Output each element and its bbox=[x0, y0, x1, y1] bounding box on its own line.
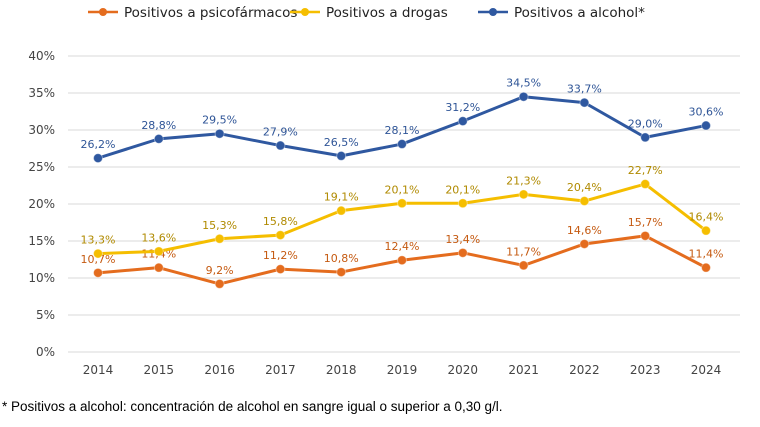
data-label: 11,2% bbox=[263, 249, 298, 262]
y-tick-label: 15% bbox=[28, 234, 55, 248]
data-label: 28,8% bbox=[141, 119, 176, 132]
y-tick-label: 5% bbox=[36, 308, 55, 322]
data-label: 13,4% bbox=[445, 233, 480, 246]
y-tick-label: 40% bbox=[28, 49, 55, 63]
line-chart: 0% 5% 10% 15% 20% 25% 30% 35% 40% 2014 2015 2016 201… bbox=[28, 5, 740, 377]
data-point bbox=[579, 238, 590, 249]
data-point bbox=[336, 205, 347, 216]
data-label: 15,3% bbox=[202, 219, 237, 232]
data-point bbox=[397, 139, 407, 150]
y-tick-label: 0% bbox=[36, 345, 55, 359]
data-point bbox=[275, 140, 286, 151]
data-point bbox=[397, 198, 407, 209]
x-tick-label: 2016 bbox=[204, 363, 235, 377]
y-tick-label: 30% bbox=[28, 123, 55, 137]
footnote: * Positivos a alcohol: concentración de … bbox=[2, 399, 503, 414]
data-point bbox=[518, 189, 529, 200]
data-point bbox=[640, 179, 651, 190]
data-point bbox=[214, 128, 225, 139]
data-label: 28,1% bbox=[385, 124, 420, 137]
x-tick-label: 2021 bbox=[508, 363, 539, 377]
data-label: 15,8% bbox=[263, 215, 298, 228]
data-label: 22,7% bbox=[628, 164, 663, 177]
x-tick-label: 2020 bbox=[448, 363, 479, 377]
x-tick-label: 2014 bbox=[83, 363, 114, 377]
data-point bbox=[214, 278, 225, 289]
data-point bbox=[457, 116, 468, 127]
data-point bbox=[153, 262, 164, 273]
data-point bbox=[336, 267, 347, 278]
data-label: 11,4% bbox=[689, 248, 724, 261]
data-point bbox=[153, 246, 164, 257]
x-tick-label: 2018 bbox=[326, 363, 357, 377]
x-tick-label: 2019 bbox=[387, 363, 418, 377]
data-point bbox=[93, 267, 103, 278]
data-point bbox=[701, 262, 711, 273]
data-label: 33,7% bbox=[567, 83, 602, 96]
data-point bbox=[397, 255, 407, 266]
data-point bbox=[518, 260, 529, 271]
data-point bbox=[701, 225, 711, 236]
data-label: 12,4% bbox=[385, 240, 420, 253]
data-point bbox=[275, 230, 286, 241]
x-tick-label: 2022 bbox=[569, 363, 600, 377]
data-point bbox=[93, 248, 103, 259]
data-point bbox=[457, 198, 468, 209]
data-label: 27,9% bbox=[263, 126, 298, 139]
data-point bbox=[336, 150, 347, 161]
data-label: 29,0% bbox=[628, 117, 663, 130]
data-label: 21,3% bbox=[506, 174, 541, 187]
legend-label: Positivos a psicofármacos bbox=[124, 5, 297, 21]
y-tick-label: 10% bbox=[28, 271, 55, 285]
data-label: 20,4% bbox=[567, 181, 602, 194]
data-label: 9,2% bbox=[206, 264, 234, 277]
data-point bbox=[275, 264, 286, 275]
legend-marker bbox=[301, 8, 309, 16]
data-point bbox=[579, 97, 590, 108]
x-tick-label: 2024 bbox=[691, 363, 722, 377]
data-label: 15,7% bbox=[628, 216, 663, 229]
data-label: 30,6% bbox=[689, 106, 724, 119]
data-point bbox=[518, 91, 529, 102]
data-label: 11,7% bbox=[506, 245, 541, 258]
data-label: 34,5% bbox=[506, 77, 541, 90]
data-label: 13,6% bbox=[141, 231, 176, 244]
data-point bbox=[640, 132, 651, 143]
data-label: 10,7% bbox=[81, 253, 116, 266]
y-tick-label: 35% bbox=[28, 86, 55, 100]
data-point bbox=[701, 120, 711, 131]
data-label: 29,5% bbox=[202, 114, 237, 127]
x-tick-label: 2023 bbox=[630, 363, 661, 377]
data-point bbox=[457, 247, 468, 258]
data-label: 16,4% bbox=[689, 211, 724, 224]
data-label: 13,3% bbox=[81, 234, 116, 247]
data-point bbox=[579, 196, 590, 207]
data-point bbox=[93, 153, 103, 164]
x-tick-label: 2017 bbox=[265, 363, 296, 377]
x-tick-label: 2015 bbox=[144, 363, 175, 377]
legend-marker bbox=[489, 8, 497, 16]
data-label: 14,6% bbox=[567, 224, 602, 237]
legend-marker bbox=[99, 8, 107, 16]
legend-label: Positivos a drogas bbox=[326, 5, 448, 21]
legend-label: Positivos a alcohol* bbox=[514, 5, 645, 21]
data-point bbox=[640, 230, 651, 241]
data-label: 19,1% bbox=[324, 191, 359, 204]
data-label: 10,8% bbox=[324, 252, 359, 265]
data-label: 26,2% bbox=[81, 138, 116, 151]
y-tick-label: 20% bbox=[28, 197, 55, 211]
y-tick-label: 25% bbox=[28, 160, 55, 174]
data-label: 20,1% bbox=[385, 183, 420, 196]
data-label: 20,1% bbox=[445, 183, 480, 196]
data-point bbox=[153, 133, 164, 144]
data-point bbox=[214, 233, 225, 244]
data-label: 26,5% bbox=[324, 136, 359, 149]
data-label: 31,2% bbox=[445, 101, 480, 114]
